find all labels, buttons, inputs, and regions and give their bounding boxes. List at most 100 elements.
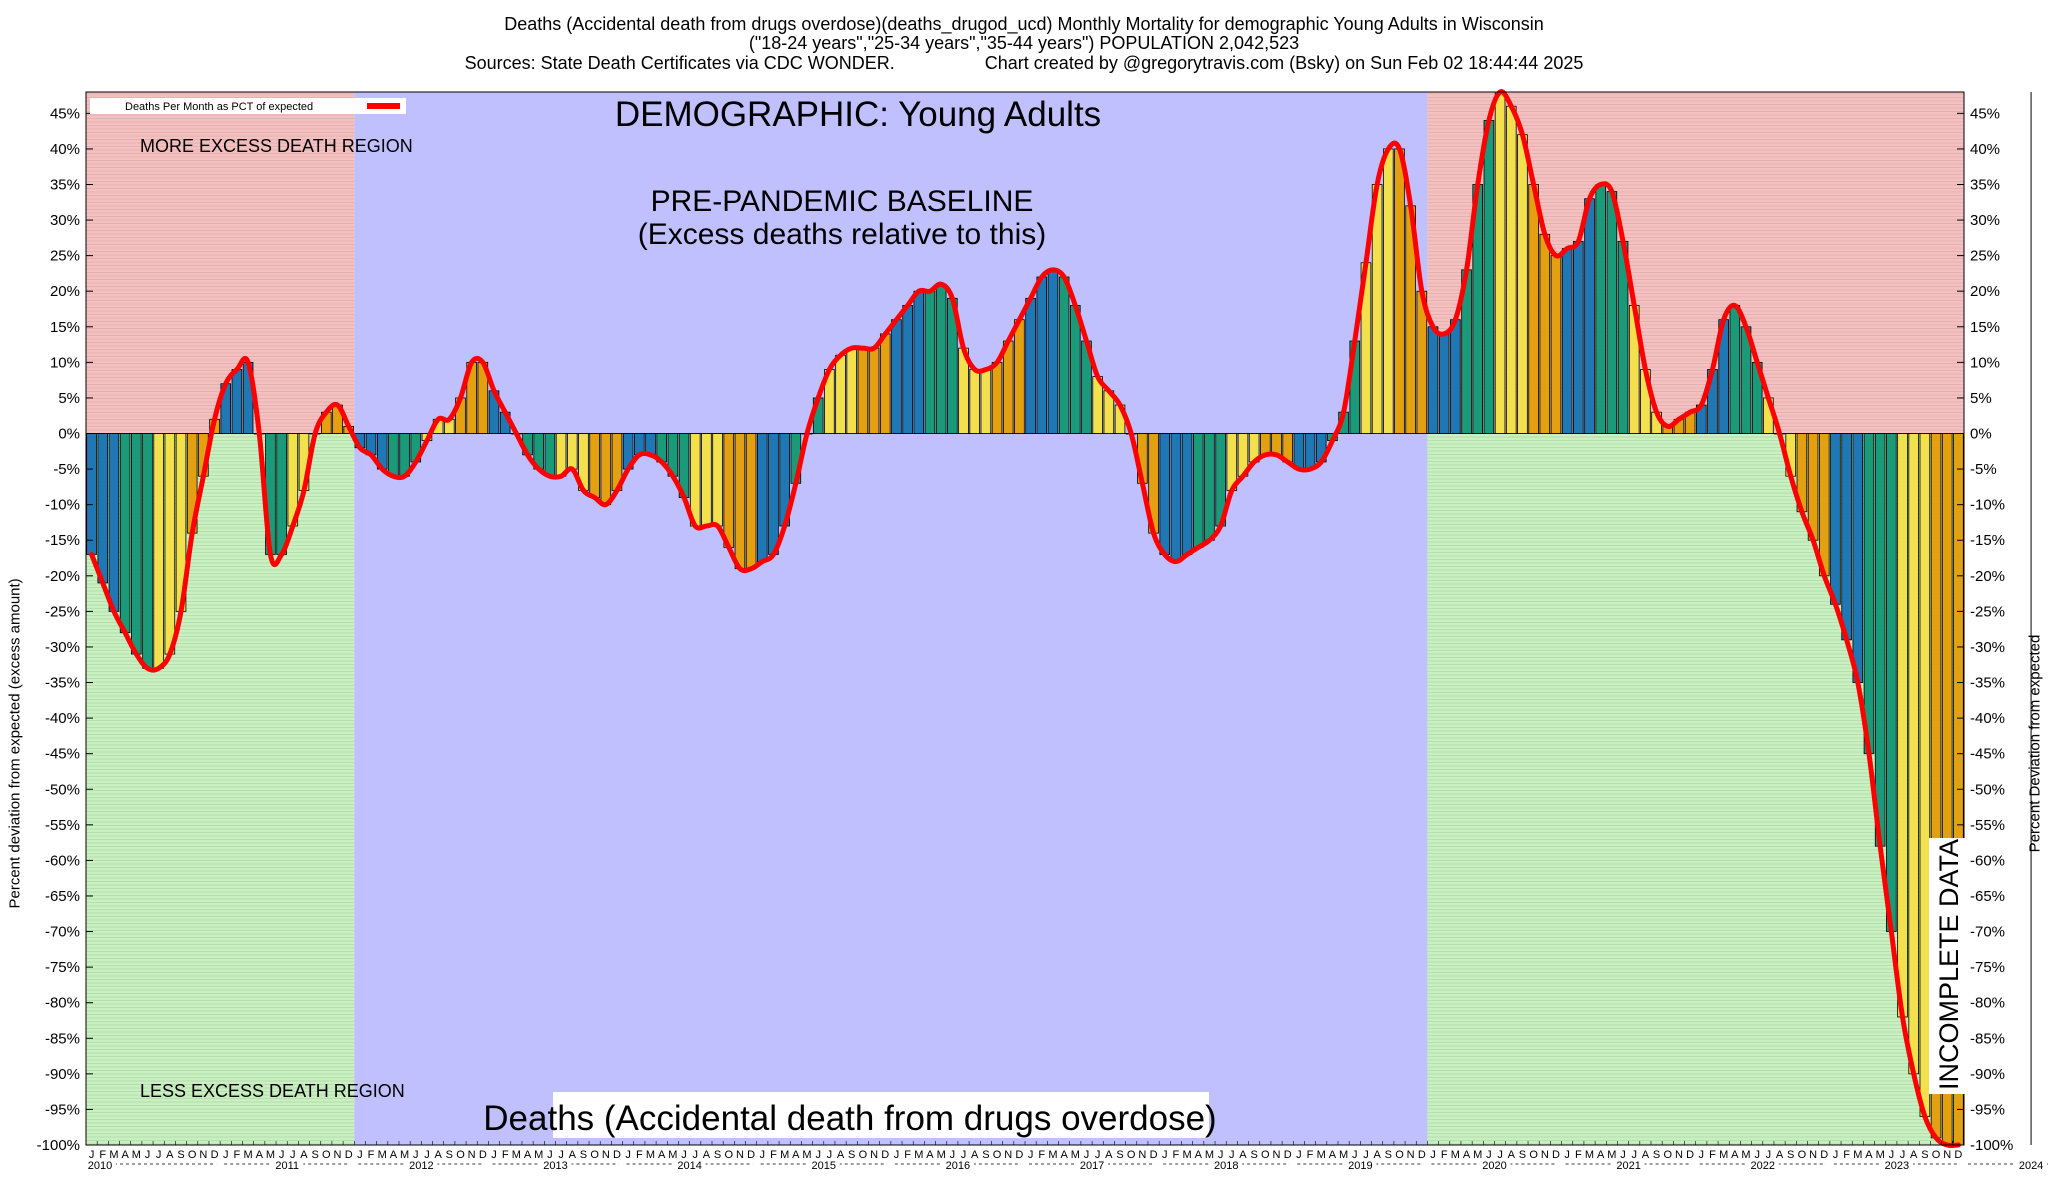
less-excess-label: LESS EXCESS DEATH REGION <box>140 1081 405 1101</box>
month-tick-label: M <box>534 1149 543 1161</box>
month-tick-label: M <box>1853 1149 1862 1161</box>
month-tick-label: M <box>1473 1149 1482 1161</box>
bar <box>555 433 567 477</box>
month-tick-label: J <box>692 1149 698 1161</box>
bar <box>1058 276 1070 434</box>
y-tick-label-left: -65% <box>45 888 80 905</box>
y-tick-label-right: -65% <box>1970 888 2005 905</box>
bar <box>1874 433 1886 847</box>
bar <box>757 433 768 562</box>
month-tick-label: N <box>468 1149 476 1161</box>
legend-label: Deaths Per Month as PCT of expected <box>125 101 313 113</box>
month-tick-label: J <box>815 1149 821 1161</box>
month-tick-label: M <box>400 1149 409 1161</box>
chart-title-line-1: Deaths (Accidental death from drugs over… <box>504 14 1544 34</box>
month-tick-label: J <box>1699 1149 1705 1161</box>
month-tick-label: O <box>456 1149 465 1161</box>
bar <box>1025 297 1036 434</box>
month-tick-label: D <box>1150 1149 1158 1161</box>
y-tick-label-right: 35% <box>1970 176 2000 193</box>
bar <box>1863 433 1875 755</box>
bar <box>1427 326 1439 434</box>
bar <box>1561 248 1573 434</box>
source-text: Sources: State Death Certificates via CD… <box>464 53 895 73</box>
year-tick-label: 2020 <box>1482 1160 1506 1172</box>
month-tick-label: J <box>145 1149 151 1161</box>
y-tick-label-left: -10% <box>45 497 80 514</box>
month-tick-label: N <box>1809 1149 1817 1161</box>
y-tick-label-right: -40% <box>1970 710 2005 727</box>
bar <box>1192 433 1204 548</box>
y-tick-label-left: -25% <box>45 603 80 620</box>
y-tick-label-left: -40% <box>45 710 80 727</box>
bar <box>980 369 992 434</box>
month-tick-label: N <box>1407 1149 1415 1161</box>
bar <box>1584 198 1595 434</box>
month-tick-label: J <box>827 1149 833 1161</box>
bar <box>935 283 947 434</box>
y-tick-label-right: 10% <box>1970 354 2000 371</box>
y-tick-label-right: -45% <box>1970 746 2005 763</box>
y-tick-label-left: -30% <box>45 639 80 656</box>
y-tick-label-right: -50% <box>1970 781 2005 798</box>
month-tick-label: O <box>590 1149 599 1161</box>
year-label-bg <box>1880 1159 1913 1171</box>
month-tick-label: A <box>1060 1149 1068 1161</box>
bar <box>902 305 913 434</box>
y-tick-label-right: -95% <box>1970 1101 2005 1118</box>
y-tick-label-left: -35% <box>45 675 80 692</box>
year-tick-label: 2013 <box>543 1160 567 1172</box>
y-tick-label-left: 20% <box>50 283 80 300</box>
y-tick-label-left: -50% <box>45 781 80 798</box>
chart-title-line-2: ("18-24 years","25-34 years","35-44 year… <box>748 33 1300 53</box>
month-tick-label: S <box>580 1149 587 1161</box>
month-tick-label: S <box>714 1149 721 1161</box>
month-tick-label: N <box>1273 1149 1281 1161</box>
month-tick-label: J <box>547 1149 553 1161</box>
bar <box>924 290 936 434</box>
bar <box>768 433 779 555</box>
month-tick-label: D <box>1015 1149 1023 1161</box>
bar <box>701 433 712 527</box>
month-tick-label: A <box>1865 1149 1873 1161</box>
month-tick-label: A <box>524 1149 532 1161</box>
y-tick-label-left: -15% <box>45 532 80 549</box>
month-tick-label: F <box>904 1149 911 1161</box>
y-tick-label-left: 40% <box>50 141 80 158</box>
month-tick-label: M <box>937 1149 946 1161</box>
month-tick-label: M <box>266 1149 275 1161</box>
bar <box>1070 305 1081 434</box>
month-tick-label: N <box>736 1149 744 1161</box>
bar <box>276 433 287 555</box>
month-tick-label: A <box>166 1149 174 1161</box>
y-tick-label-left: -5% <box>53 461 80 478</box>
month-tick-label: M <box>109 1149 118 1161</box>
month-tick-label: M <box>1071 1149 1080 1161</box>
y-tick-label-left: 25% <box>50 248 80 265</box>
month-tick-label: J <box>1766 1149 1772 1161</box>
month-tick-label: J <box>961 1149 967 1161</box>
month-tick-label: M <box>802 1149 811 1161</box>
month-tick-label: J <box>1028 1149 1034 1161</box>
bar <box>835 354 846 434</box>
month-tick-label: A <box>300 1149 308 1161</box>
bar <box>723 433 735 548</box>
month-tick-label: O <box>1395 1149 1404 1161</box>
bar <box>913 290 925 434</box>
month-tick-label: D <box>1418 1149 1426 1161</box>
bar <box>1394 148 1405 434</box>
month-tick-label: A <box>434 1149 442 1161</box>
month-tick-label: O <box>1798 1149 1807 1161</box>
month-tick-label: M <box>378 1149 387 1161</box>
month-tick-label: D <box>881 1149 889 1161</box>
month-tick-label: J <box>1486 1149 1492 1161</box>
bar <box>1841 433 1852 641</box>
bar <box>745 433 757 570</box>
bar <box>1438 333 1450 434</box>
y-tick-label-left: -100% <box>37 1137 80 1154</box>
y-tick-label-right: -80% <box>1970 995 2005 1012</box>
more-excess-label: MORE EXCESS DEATH REGION <box>140 136 413 156</box>
bar <box>1807 433 1819 541</box>
month-tick-label: M <box>646 1149 655 1161</box>
